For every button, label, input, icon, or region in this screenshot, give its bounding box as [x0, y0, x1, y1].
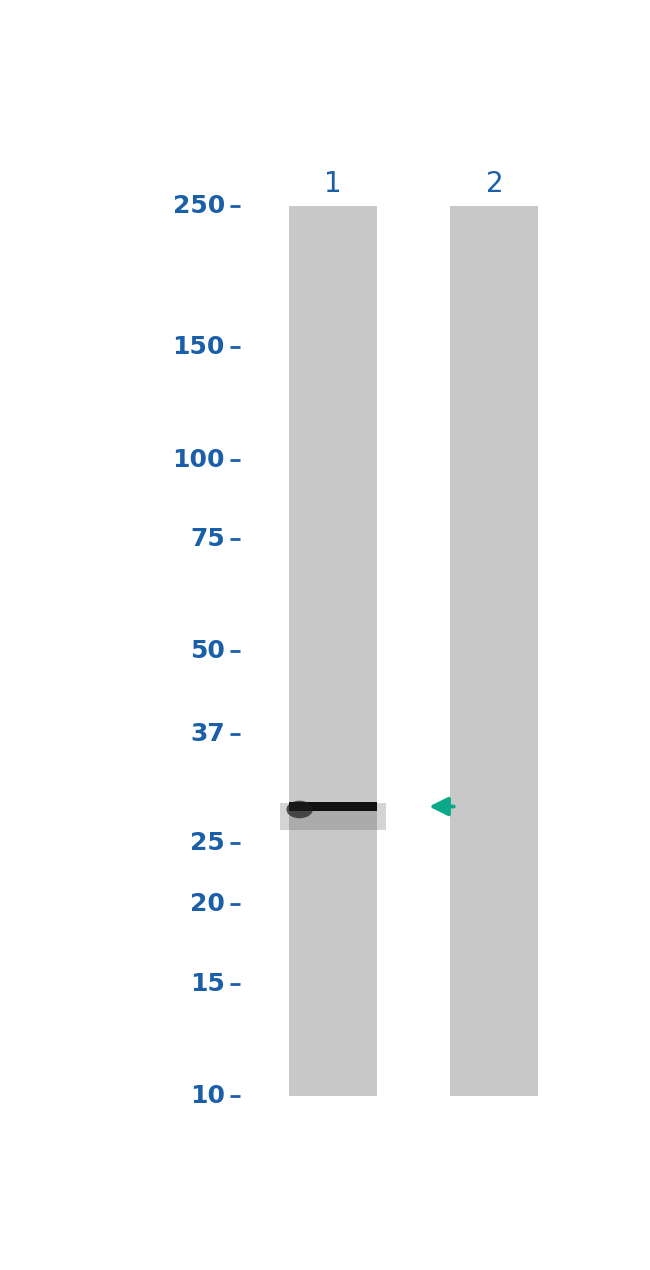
Text: 1: 1 — [324, 170, 342, 198]
Text: 250: 250 — [172, 194, 225, 218]
Text: 75: 75 — [190, 527, 225, 551]
Bar — [289, 206, 377, 1096]
Text: 100: 100 — [172, 447, 225, 471]
Bar — [280, 803, 386, 831]
Text: 20: 20 — [190, 893, 225, 917]
Ellipse shape — [287, 800, 313, 818]
Text: 2: 2 — [486, 170, 503, 198]
Bar — [289, 801, 377, 812]
Text: 150: 150 — [172, 335, 225, 359]
Text: 15: 15 — [190, 972, 225, 996]
Text: 37: 37 — [190, 723, 225, 747]
Text: 50: 50 — [190, 639, 225, 663]
Text: 25: 25 — [190, 831, 225, 855]
Text: 10: 10 — [190, 1085, 225, 1107]
Bar — [450, 206, 538, 1096]
